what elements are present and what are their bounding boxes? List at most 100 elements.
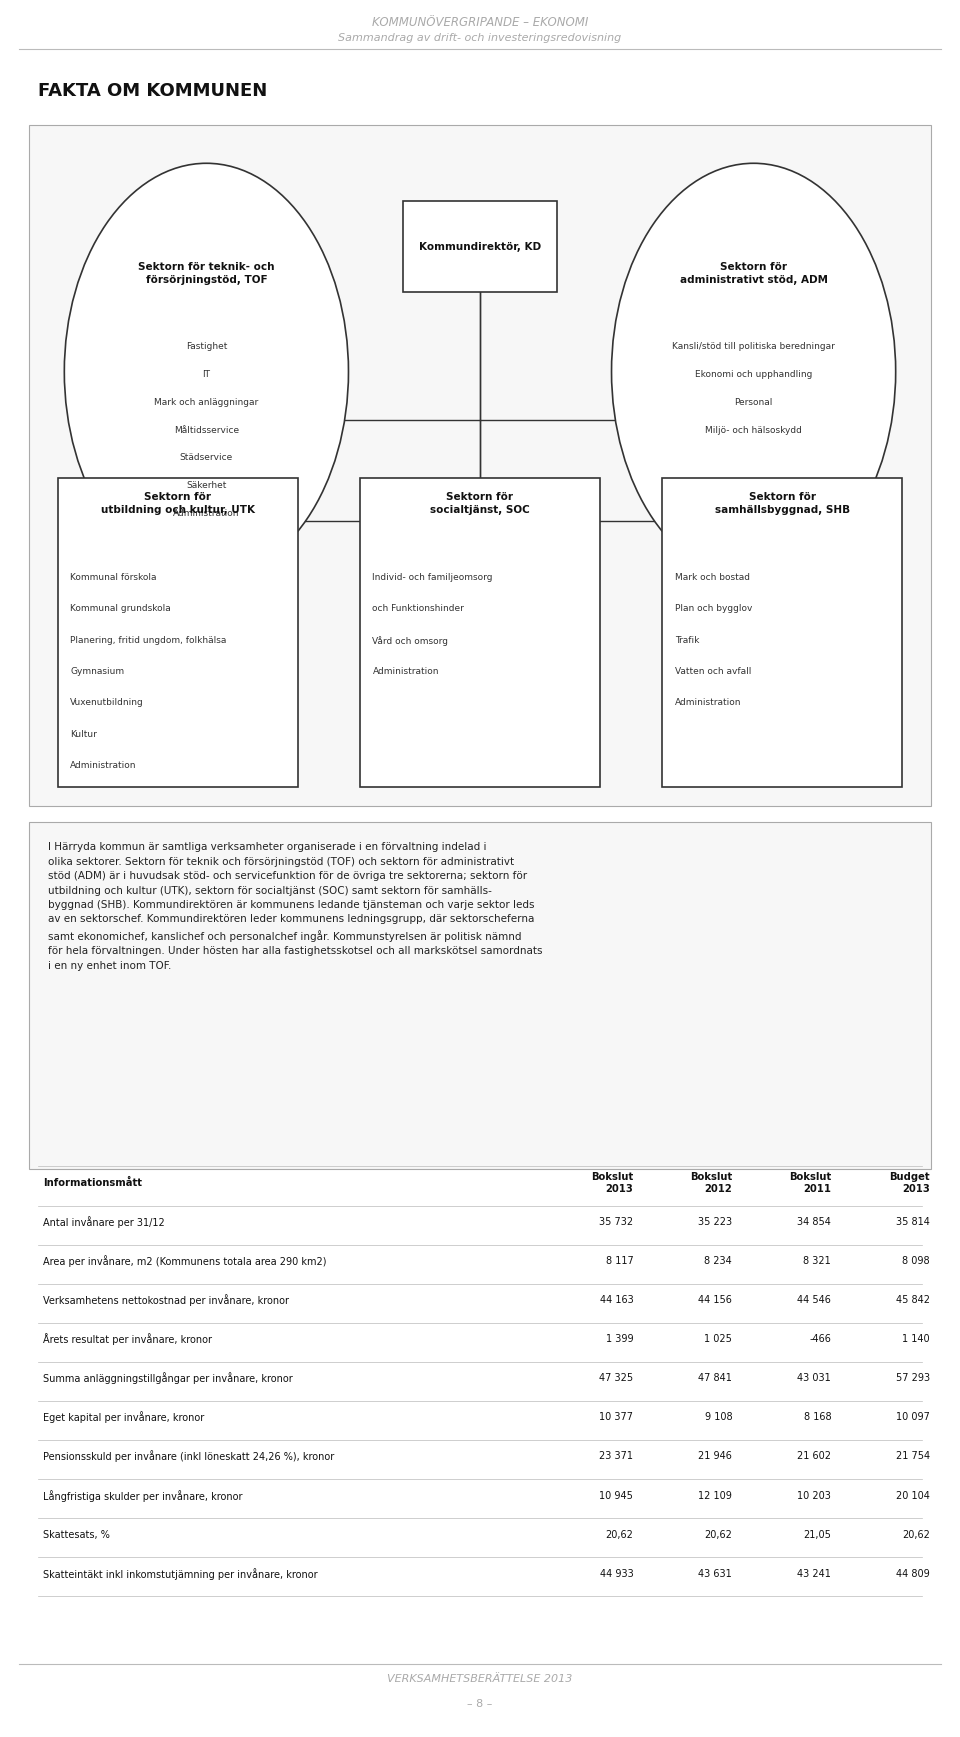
Text: 10 377: 10 377 [599, 1412, 634, 1423]
Text: Area per invånare, m2 (Kommunens totala area 290 km2): Area per invånare, m2 (Kommunens totala … [43, 1256, 326, 1266]
Text: Bokslut
2013: Bokslut 2013 [591, 1172, 634, 1193]
Text: 44 933: 44 933 [600, 1569, 634, 1579]
FancyBboxPatch shape [29, 125, 931, 806]
Text: Mark och bostad: Mark och bostad [675, 573, 750, 582]
Text: Årets resultat per invånare, kronor: Årets resultat per invånare, kronor [43, 1334, 212, 1344]
Text: Sektorn för
socialtjänst, SOC: Sektorn för socialtjänst, SOC [430, 492, 530, 514]
Text: 35 732: 35 732 [599, 1218, 634, 1226]
Text: Individ- och familjeomsorg: Individ- och familjeomsorg [372, 573, 493, 582]
Text: Kultur: Kultur [70, 730, 97, 738]
Text: Eget kapital per invånare, kronor: Eget kapital per invånare, kronor [43, 1412, 204, 1423]
Text: 9 108: 9 108 [705, 1412, 732, 1423]
Text: Vård och omsorg: Vård och omsorg [372, 636, 448, 646]
Text: Kommundirektör, KD: Kommundirektör, KD [419, 241, 541, 252]
Text: 20,62: 20,62 [705, 1530, 732, 1539]
Text: 47 325: 47 325 [599, 1374, 634, 1383]
Text: Informationsmått: Informationsmått [43, 1178, 142, 1188]
Text: 43 031: 43 031 [798, 1374, 831, 1383]
Text: 8 234: 8 234 [705, 1256, 732, 1266]
Text: Trafik: Trafik [675, 636, 699, 644]
Text: 10 945: 10 945 [599, 1490, 634, 1501]
Ellipse shape [612, 163, 896, 580]
Text: Sektorn för
samhällsbyggnad, SHB: Sektorn för samhällsbyggnad, SHB [715, 492, 850, 514]
Text: 57 293: 57 293 [896, 1374, 930, 1383]
Text: 47 841: 47 841 [698, 1374, 732, 1383]
Text: Ekonomi och upphandling: Ekonomi och upphandling [695, 370, 812, 379]
Text: 12 109: 12 109 [698, 1490, 732, 1501]
Text: 20 104: 20 104 [896, 1490, 930, 1501]
Text: – 8 –: – 8 – [468, 1699, 492, 1709]
Text: 8 098: 8 098 [902, 1256, 930, 1266]
Text: Kommunal grundskola: Kommunal grundskola [70, 604, 171, 613]
Text: 20,62: 20,62 [606, 1530, 634, 1539]
FancyBboxPatch shape [360, 478, 600, 787]
Text: Plan och bygglov: Plan och bygglov [675, 604, 753, 613]
Text: 8 321: 8 321 [804, 1256, 831, 1266]
Text: 21,05: 21,05 [804, 1530, 831, 1539]
Text: Långfristiga skulder per invånare, kronor: Långfristiga skulder per invånare, krono… [43, 1490, 243, 1501]
Text: Miljö- och hälsoskydd: Miljö- och hälsoskydd [706, 426, 802, 434]
Text: Administration: Administration [372, 667, 439, 676]
Text: 21 602: 21 602 [797, 1452, 831, 1461]
Text: 44 809: 44 809 [897, 1569, 930, 1579]
Text: Antal invånare per 31/12: Antal invånare per 31/12 [43, 1216, 165, 1228]
Text: Administration: Administration [173, 509, 240, 518]
Text: Planering, fritid ungdom, folkhälsa: Planering, fritid ungdom, folkhälsa [70, 636, 227, 644]
Text: Mark och anläggningar: Mark och anläggningar [155, 398, 258, 406]
Text: Bokslut
2011: Bokslut 2011 [789, 1172, 831, 1193]
Text: 21 754: 21 754 [896, 1452, 930, 1461]
Text: KOMMUNÖVERGRIPANDE – EKONOMI: KOMMUNÖVERGRIPANDE – EKONOMI [372, 16, 588, 28]
Text: Sammandrag av drift- och investeringsredovisning: Sammandrag av drift- och investeringsred… [338, 33, 622, 43]
Text: VERKSAMHETSBERÄTTELSE 2013: VERKSAMHETSBERÄTTELSE 2013 [387, 1674, 573, 1685]
Text: 1 140: 1 140 [902, 1334, 930, 1344]
Text: Verksamhetens nettokostnad per invånare, kronor: Verksamhetens nettokostnad per invånare,… [43, 1294, 289, 1306]
Text: I Härryda kommun är samtliga verksamheter organiserade i en förvaltning indelad : I Härryda kommun är samtliga verksamhete… [48, 842, 542, 971]
Text: Pensionsskuld per invånare (inkl löneskatt 24,26 %), kronor: Pensionsskuld per invånare (inkl löneska… [43, 1450, 334, 1463]
Text: -466: -466 [809, 1334, 831, 1344]
FancyBboxPatch shape [29, 822, 931, 1169]
Text: 8 168: 8 168 [804, 1412, 831, 1423]
FancyBboxPatch shape [58, 478, 298, 787]
Text: 34 854: 34 854 [797, 1218, 831, 1226]
Text: Sektorn för teknik- och
försörjningstöd, TOF: Sektorn för teknik- och försörjningstöd,… [138, 262, 275, 285]
Text: Vuxenutbildning: Vuxenutbildning [70, 698, 144, 707]
Text: och Funktionshinder: och Funktionshinder [372, 604, 465, 613]
FancyBboxPatch shape [662, 478, 902, 787]
Text: Personal: Personal [734, 398, 773, 406]
Text: Måltidsservice: Måltidsservice [174, 426, 239, 434]
Text: 43 631: 43 631 [699, 1569, 732, 1579]
Text: 1 025: 1 025 [705, 1334, 732, 1344]
Text: 21 946: 21 946 [698, 1452, 732, 1461]
Text: 23 371: 23 371 [599, 1452, 634, 1461]
Text: Sektorn för
administrativt stöd, ADM: Sektorn för administrativt stöd, ADM [680, 262, 828, 285]
FancyBboxPatch shape [403, 201, 557, 292]
Text: Administration: Administration [675, 698, 741, 707]
Text: 45 842: 45 842 [896, 1296, 930, 1304]
Text: Budget
2013: Budget 2013 [889, 1172, 930, 1193]
Text: 8 117: 8 117 [606, 1256, 634, 1266]
Text: 44 163: 44 163 [600, 1296, 634, 1304]
Text: 35 814: 35 814 [896, 1218, 930, 1226]
Text: Skattesats, %: Skattesats, % [43, 1530, 110, 1539]
Text: Fastighet: Fastighet [185, 342, 228, 351]
Text: FAKTA OM KOMMUNEN: FAKTA OM KOMMUNEN [38, 82, 268, 99]
Text: Gymnasium: Gymnasium [70, 667, 124, 676]
Text: Säkerhet: Säkerhet [186, 481, 227, 490]
Text: 20,62: 20,62 [902, 1530, 930, 1539]
Text: Summa anläggningstillgångar per invånare, kronor: Summa anläggningstillgångar per invånare… [43, 1372, 293, 1384]
Text: Kansli/stöd till politiska beredningar: Kansli/stöd till politiska beredningar [672, 342, 835, 351]
Text: Vatten och avfall: Vatten och avfall [675, 667, 752, 676]
Text: Bokslut
2012: Bokslut 2012 [690, 1172, 732, 1193]
Text: 44 156: 44 156 [698, 1296, 732, 1304]
Text: 10 097: 10 097 [896, 1412, 930, 1423]
Text: Skatteintäkt inkl inkomstutjämning per invånare, kronor: Skatteintäkt inkl inkomstutjämning per i… [43, 1569, 318, 1579]
Text: Sektorn för
utbildning och kultur, UTK: Sektorn för utbildning och kultur, UTK [101, 492, 254, 514]
Ellipse shape [64, 163, 348, 580]
Text: Kommunal förskola: Kommunal förskola [70, 573, 156, 582]
Text: IT: IT [203, 370, 210, 379]
Text: 35 223: 35 223 [698, 1218, 732, 1226]
Text: 44 546: 44 546 [797, 1296, 831, 1304]
Text: 1 399: 1 399 [606, 1334, 634, 1344]
Text: 10 203: 10 203 [797, 1490, 831, 1501]
Text: Städservice: Städservice [180, 453, 233, 462]
